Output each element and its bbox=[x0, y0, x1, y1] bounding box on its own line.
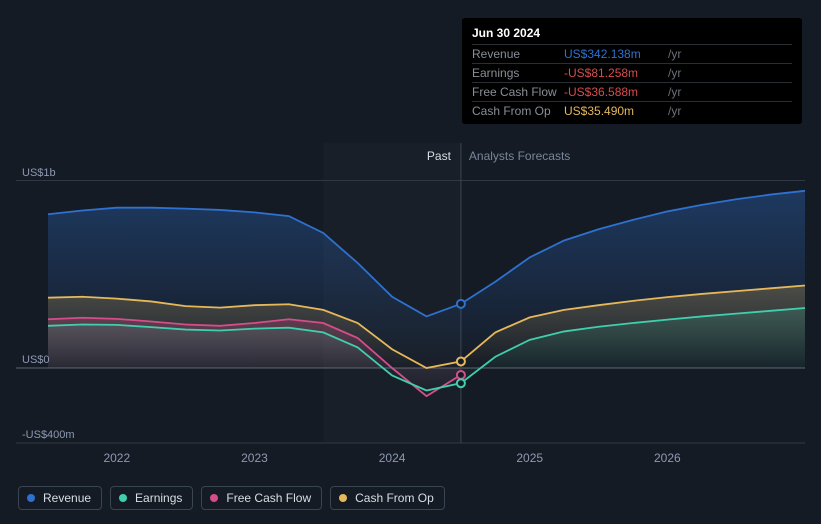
tooltip-row: RevenueUS$342.138m/yr bbox=[472, 44, 792, 63]
tooltip-row-label: Free Cash Flow bbox=[472, 85, 564, 99]
tooltip-row-suffix: /yr bbox=[668, 47, 681, 61]
tooltip: Jun 30 2024 RevenueUS$342.138m/yrEarning… bbox=[462, 18, 802, 124]
tooltip-row-value: US$35.490m bbox=[564, 104, 664, 118]
tooltip-row-value: -US$81.258m bbox=[564, 66, 664, 80]
tooltip-row-value: -US$36.588m bbox=[564, 85, 664, 99]
forecast-label: Analysts Forecasts bbox=[469, 149, 570, 163]
marker-cash_from_op bbox=[457, 357, 465, 365]
legend-item-label: Revenue bbox=[43, 491, 91, 505]
tooltip-row-label: Earnings bbox=[472, 66, 564, 80]
legend-item-revenue[interactable]: Revenue bbox=[18, 486, 102, 510]
tooltip-row-suffix: /yr bbox=[668, 104, 681, 118]
tooltip-row-label: Revenue bbox=[472, 47, 564, 61]
legend-dot-icon bbox=[27, 494, 35, 502]
legend-dot-icon bbox=[119, 494, 127, 502]
legend-item-label: Earnings bbox=[135, 491, 182, 505]
x-tick-label: 2025 bbox=[516, 451, 543, 465]
x-tick-label: 2024 bbox=[379, 451, 406, 465]
x-tick-label: 2022 bbox=[103, 451, 130, 465]
tooltip-row-suffix: /yr bbox=[668, 66, 681, 80]
legend-item-label: Free Cash Flow bbox=[226, 491, 311, 505]
y-tick-label: -US$400m bbox=[22, 429, 75, 441]
legend-item-earnings[interactable]: Earnings bbox=[110, 486, 193, 510]
x-tick-label: 2026 bbox=[654, 451, 681, 465]
y-tick-label: US$1b bbox=[22, 167, 56, 179]
legend-item-cash_from_op[interactable]: Cash From Op bbox=[330, 486, 445, 510]
tooltip-row: Free Cash Flow-US$36.588m/yr bbox=[472, 82, 792, 101]
tooltip-row-value: US$342.138m bbox=[564, 47, 664, 61]
marker-revenue bbox=[457, 300, 465, 308]
tooltip-row: Cash From OpUS$35.490m/yr bbox=[472, 101, 792, 120]
tooltip-row-label: Cash From Op bbox=[472, 104, 564, 118]
past-label: Past bbox=[427, 149, 451, 163]
legend-dot-icon bbox=[339, 494, 347, 502]
legend-item-free_cash_flow[interactable]: Free Cash Flow bbox=[201, 486, 322, 510]
marker-earnings bbox=[457, 379, 465, 387]
tooltip-row-suffix: /yr bbox=[668, 85, 681, 99]
x-tick-label: 2023 bbox=[241, 451, 268, 465]
tooltip-date: Jun 30 2024 bbox=[472, 24, 792, 44]
marker-free_cash_flow bbox=[457, 371, 465, 379]
tooltip-row: Earnings-US$81.258m/yr bbox=[472, 63, 792, 82]
y-tick-label: US$0 bbox=[22, 354, 50, 366]
legend-item-label: Cash From Op bbox=[355, 491, 434, 505]
legend: Revenue Earnings Free Cash Flow Cash From O… bbox=[18, 486, 445, 510]
legend-dot-icon bbox=[210, 494, 218, 502]
